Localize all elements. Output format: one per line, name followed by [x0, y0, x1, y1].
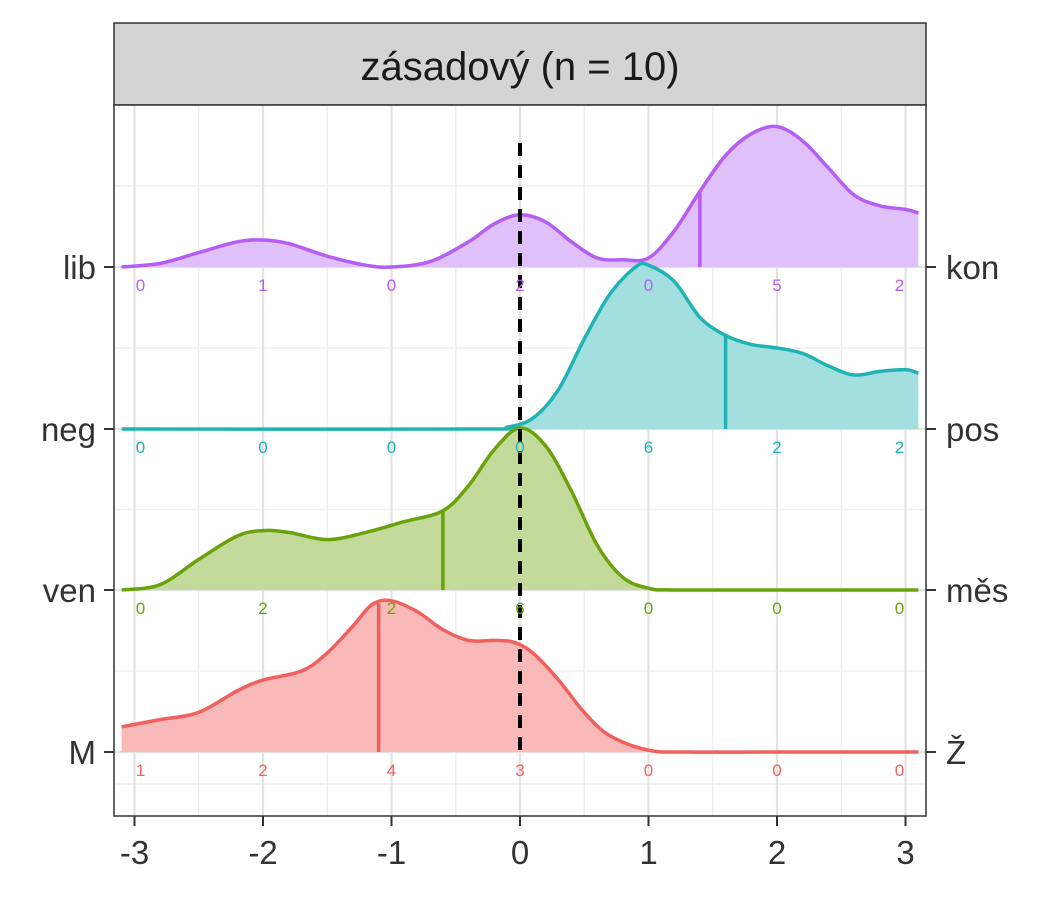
count-label-lib-kon: 0: [644, 276, 653, 295]
count-label-lib-kon: 0: [387, 276, 396, 295]
x-tick-label: 1: [639, 834, 657, 871]
y-label-right-kon: kon: [946, 249, 999, 286]
count-label-lib-kon: 2: [515, 276, 524, 295]
count-label-neg-pos: 0: [136, 438, 145, 457]
count-label-ven-měs: 0: [772, 599, 781, 618]
y-label-right-měs: měs: [946, 572, 1008, 609]
ridge-line-M-Ž: [121, 598, 919, 754]
count-labels-layer: 0 1 0 2 0 5 2 0 0 0 0 6 2 2 0 2 2 6 0 0 0 1 2 4 3 0 0 0: [136, 276, 904, 780]
count-label-M-Ž: 0: [895, 761, 904, 780]
ridge-lib-kon: [121, 124, 919, 269]
count-label-M-Ž: 1: [136, 761, 145, 780]
count-label-lib-kon: 2: [895, 276, 904, 295]
x-tick-label: -2: [248, 834, 277, 871]
count-label-neg-pos: 2: [772, 438, 781, 457]
x-tick-label: 2: [768, 834, 786, 871]
ridge-area-ven-měs: [121, 427, 919, 591]
ridge-line-neg-pos: [121, 261, 919, 431]
count-label-lib-kon: 5: [772, 276, 781, 295]
count-label-neg-pos: 0: [258, 438, 267, 457]
count-label-neg-pos: 6: [644, 438, 653, 457]
count-label-M-Ž: 4: [387, 761, 396, 780]
count-label-M-Ž: 3: [515, 761, 524, 780]
count-label-ven-měs: 2: [258, 599, 267, 618]
count-label-lib-kon: 0: [136, 276, 145, 295]
axes-layer: lib kon neg pos ven měs M Ž -3 -2 -1 0 1 2 3: [41, 249, 1008, 871]
ridge-line-lib-kon: [121, 124, 919, 269]
count-label-ven-měs: 0: [136, 599, 145, 618]
count-label-M-Ž: 0: [644, 761, 653, 780]
ridge-neg-pos: [121, 261, 919, 431]
x-tick-label: 0: [511, 834, 529, 871]
count-label-ven-měs: 0: [644, 599, 653, 618]
x-tick-label: 3: [896, 834, 914, 871]
count-label-neg-pos: 0: [515, 438, 524, 457]
x-tick-label: -3: [120, 834, 149, 871]
y-label-right-pos: pos: [946, 411, 999, 448]
count-label-lib-kon: 1: [258, 276, 267, 295]
count-label-ven-měs: 6: [515, 599, 524, 618]
count-label-ven-měs: 0: [895, 599, 904, 618]
y-label-left-neg: neg: [41, 411, 96, 448]
ridge-ven-měs: [121, 426, 919, 592]
y-label-right-Ž: Ž: [946, 734, 966, 771]
y-label-left-ven: ven: [43, 572, 96, 609]
count-label-M-Ž: 0: [772, 761, 781, 780]
count-label-M-Ž: 2: [258, 761, 267, 780]
strip-background: [113, 22, 927, 106]
count-label-neg-pos: 0: [387, 438, 396, 457]
count-label-neg-pos: 2: [895, 438, 904, 457]
y-label-left-M: M: [69, 734, 97, 771]
chart-title: zásadový (n = 10): [360, 45, 679, 89]
x-tick-label: -1: [377, 834, 406, 871]
ridge-area-lib-kon: [121, 126, 919, 268]
count-label-ven-měs: 2: [387, 599, 396, 618]
y-label-left-lib: lib: [63, 249, 96, 286]
ridge-line-ven-měs: [121, 426, 919, 592]
ridge-area-neg-pos: [121, 263, 919, 430]
